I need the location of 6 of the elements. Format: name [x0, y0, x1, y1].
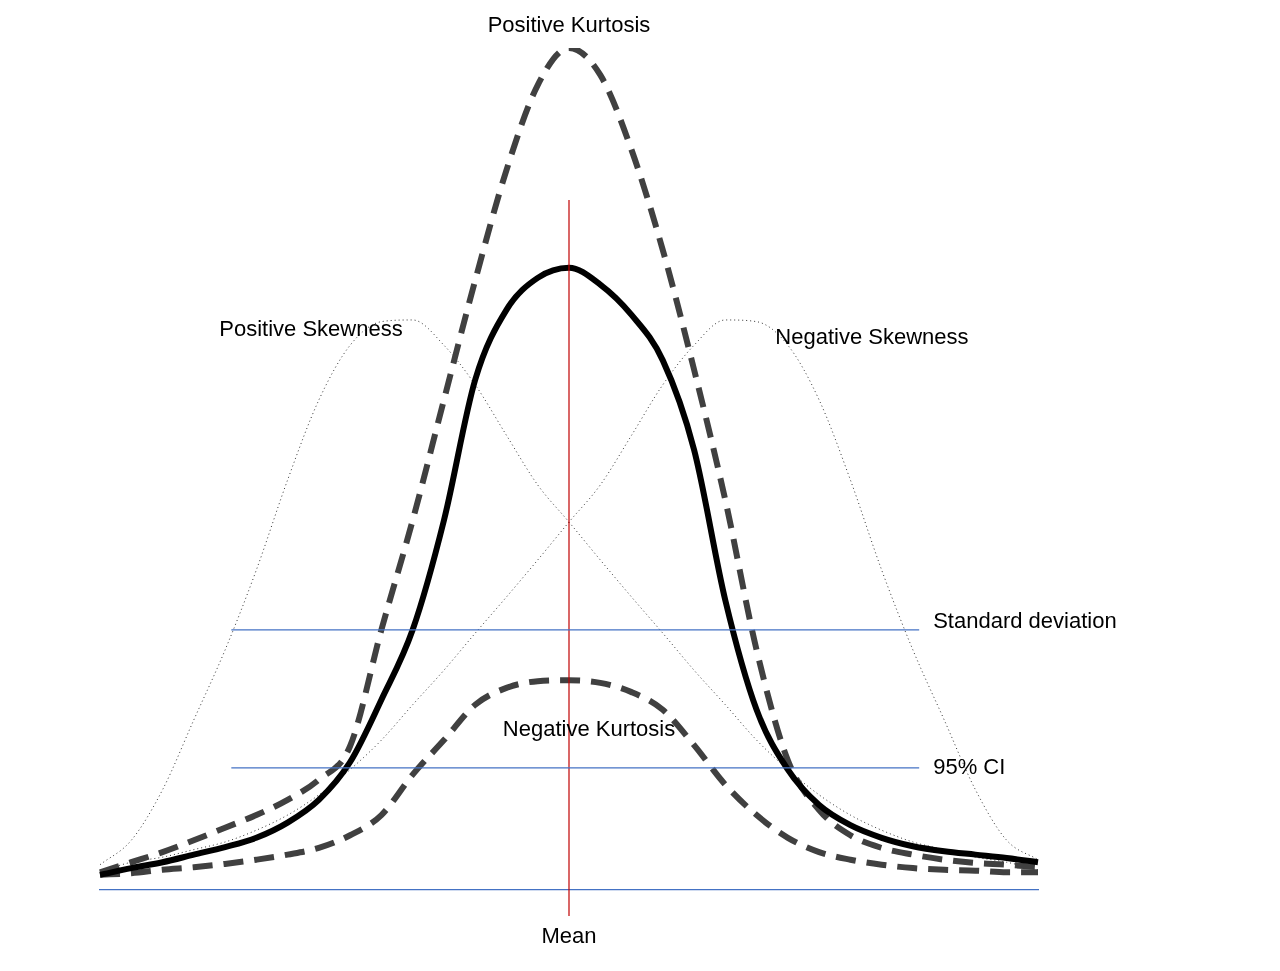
- series-label: Positive Skewness: [219, 316, 403, 342]
- ref-line-label: Standard deviation: [933, 607, 1117, 633]
- series-label: Negative Skewness: [775, 324, 969, 350]
- series-label: Positive Kurtosis: [487, 12, 651, 38]
- text: Mean: [541, 923, 597, 949]
- ref-line-label: 95% CI: [933, 753, 1006, 779]
